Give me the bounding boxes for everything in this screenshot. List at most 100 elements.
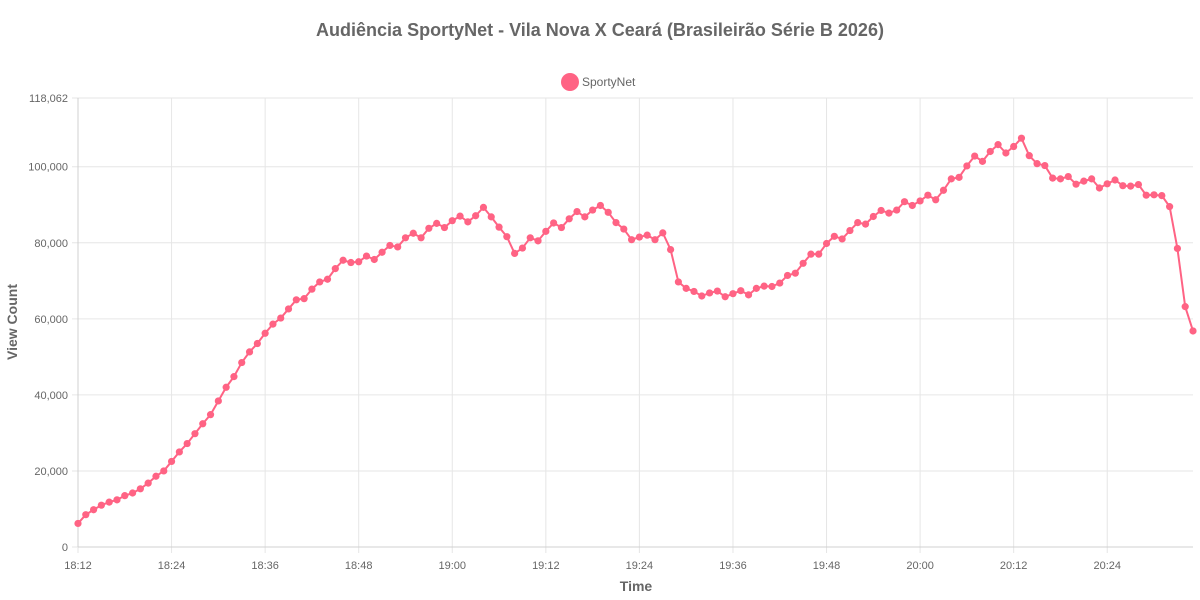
data-point[interactable] bbox=[323, 275, 332, 283]
data-point[interactable] bbox=[737, 287, 745, 295]
data-point[interactable] bbox=[464, 218, 472, 226]
data-point[interactable] bbox=[245, 348, 254, 356]
data-point[interactable] bbox=[612, 219, 620, 227]
data-point[interactable] bbox=[713, 287, 721, 295]
data-point[interactable] bbox=[230, 373, 238, 381]
data-point[interactable] bbox=[620, 225, 628, 233]
data-point[interactable] bbox=[355, 258, 363, 266]
data-point[interactable] bbox=[877, 206, 885, 215]
data-point[interactable] bbox=[573, 207, 581, 216]
data-point[interactable] bbox=[1033, 160, 1041, 168]
data-point[interactable] bbox=[503, 233, 511, 241]
data-point[interactable] bbox=[261, 329, 269, 337]
data-point[interactable] bbox=[752, 284, 760, 292]
data-point[interactable] bbox=[425, 224, 433, 232]
data-point[interactable] bbox=[448, 217, 456, 225]
data-point[interactable] bbox=[776, 279, 784, 287]
data-point[interactable] bbox=[191, 430, 199, 438]
data-point[interactable] bbox=[152, 472, 160, 480]
data-point[interactable] bbox=[409, 229, 417, 237]
data-point[interactable] bbox=[518, 244, 527, 252]
data-point[interactable] bbox=[269, 320, 277, 328]
data-point[interactable] bbox=[963, 162, 971, 170]
data-point[interactable] bbox=[526, 234, 534, 242]
data-point[interactable] bbox=[604, 208, 612, 216]
data-point[interactable] bbox=[557, 223, 566, 232]
data-point[interactable] bbox=[284, 305, 293, 313]
data-point[interactable] bbox=[721, 293, 729, 301]
data-point[interactable] bbox=[900, 198, 909, 206]
data-point[interactable] bbox=[1017, 134, 1026, 142]
data-point[interactable] bbox=[1150, 191, 1158, 199]
data-point[interactable] bbox=[565, 215, 573, 223]
data-point[interactable] bbox=[89, 506, 98, 514]
data-point[interactable] bbox=[1080, 177, 1088, 185]
data-point[interactable] bbox=[1158, 191, 1166, 200]
data-point[interactable] bbox=[214, 397, 222, 405]
data-point[interactable] bbox=[1064, 172, 1072, 181]
data-point[interactable] bbox=[144, 479, 152, 487]
data-point[interactable] bbox=[682, 284, 690, 292]
data-point[interactable] bbox=[885, 209, 893, 217]
data-point[interactable] bbox=[1002, 149, 1010, 157]
data-point[interactable] bbox=[744, 291, 753, 299]
data-point[interactable] bbox=[581, 213, 589, 221]
data-point[interactable] bbox=[596, 201, 605, 210]
data-point[interactable] bbox=[783, 271, 792, 280]
data-point[interactable] bbox=[939, 186, 948, 194]
data-point[interactable] bbox=[768, 282, 776, 291]
data-point[interactable] bbox=[1111, 176, 1119, 184]
data-point[interactable] bbox=[690, 287, 698, 296]
data-point[interactable] bbox=[1181, 303, 1189, 311]
data-point[interactable] bbox=[136, 485, 144, 493]
data-point[interactable] bbox=[635, 233, 644, 241]
data-point[interactable] bbox=[238, 358, 246, 367]
data-point[interactable] bbox=[643, 231, 651, 239]
data-point[interactable] bbox=[807, 250, 815, 258]
data-point[interactable] bbox=[74, 519, 82, 528]
data-point[interactable] bbox=[456, 212, 464, 220]
data-point[interactable] bbox=[799, 259, 807, 267]
data-point[interactable] bbox=[487, 213, 495, 221]
data-point[interactable] bbox=[105, 498, 113, 506]
data-point[interactable] bbox=[815, 250, 823, 258]
data-point[interactable] bbox=[1166, 203, 1174, 211]
data-point[interactable] bbox=[955, 173, 963, 181]
data-point[interactable] bbox=[1134, 180, 1143, 189]
data-point[interactable] bbox=[659, 229, 667, 237]
data-point[interactable] bbox=[1127, 182, 1135, 190]
data-point[interactable] bbox=[1095, 184, 1104, 192]
data-point[interactable] bbox=[128, 489, 137, 497]
data-point[interactable] bbox=[511, 249, 519, 257]
data-point[interactable] bbox=[401, 234, 410, 242]
data-point[interactable] bbox=[160, 467, 168, 475]
data-point[interactable] bbox=[199, 420, 207, 428]
data-point[interactable] bbox=[183, 439, 191, 448]
data-point[interactable] bbox=[705, 289, 714, 297]
data-point[interactable] bbox=[394, 243, 402, 251]
data-point[interactable] bbox=[1173, 244, 1182, 253]
data-point[interactable] bbox=[479, 203, 488, 211]
data-point[interactable] bbox=[277, 314, 285, 322]
data-point[interactable] bbox=[986, 147, 994, 156]
data-point[interactable] bbox=[386, 241, 394, 250]
data-point[interactable] bbox=[869, 212, 877, 221]
data-point[interactable] bbox=[698, 292, 706, 300]
data-point[interactable] bbox=[472, 212, 480, 220]
data-point[interactable] bbox=[674, 278, 682, 286]
data-point[interactable] bbox=[370, 255, 378, 264]
data-point[interactable] bbox=[378, 248, 386, 256]
data-point[interactable] bbox=[1189, 327, 1197, 335]
data-point[interactable] bbox=[628, 236, 636, 244]
data-point[interactable] bbox=[924, 191, 932, 199]
data-point[interactable] bbox=[994, 141, 1002, 149]
data-point[interactable] bbox=[97, 501, 105, 509]
data-point[interactable] bbox=[331, 265, 339, 273]
data-point[interactable] bbox=[542, 227, 550, 235]
data-point[interactable] bbox=[1103, 180, 1111, 188]
data-point[interactable] bbox=[971, 152, 979, 160]
data-point[interactable] bbox=[1049, 174, 1057, 182]
data-point[interactable] bbox=[666, 246, 675, 254]
data-point[interactable] bbox=[175, 448, 183, 456]
data-point[interactable] bbox=[113, 496, 121, 504]
